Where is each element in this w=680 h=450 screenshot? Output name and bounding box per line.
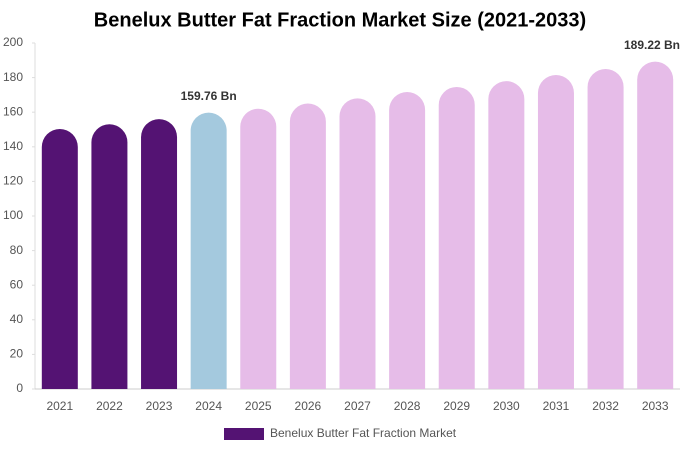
x-tick-label: 2024 [195,399,222,413]
value-label: 159.76 Bn [181,89,237,103]
value-label: 189.22 Bn [624,38,680,52]
y-tick-label: 180 [3,70,23,84]
bar [190,112,227,389]
y-tick-label: 80 [10,243,24,257]
x-tick-label: 2022 [96,399,123,413]
x-tick-label: 2025 [245,399,272,413]
y-tick-label: 20 [10,347,24,361]
x-tick-label: 2027 [344,399,371,413]
bar [41,128,78,389]
x-tick-label: 2021 [46,399,73,413]
bar [339,98,376,390]
bar [91,124,128,390]
bar [289,103,326,390]
legend-swatch [224,428,264,440]
bar [240,108,277,390]
x-tick-label: 2031 [543,399,570,413]
y-tick-label: 140 [3,139,23,153]
x-tick-label: 2033 [642,399,669,413]
bar [438,86,475,389]
y-tick-label: 100 [3,208,23,222]
bar [389,91,426,390]
chart-title: Benelux Butter Fat Fraction Market Size … [94,9,586,31]
y-tick-label: 40 [10,312,24,326]
x-tick-label: 2030 [493,399,520,413]
y-tick-label: 200 [3,35,23,49]
bar [637,61,674,389]
bar [537,75,574,389]
y-tick-label: 120 [3,174,23,188]
y-tick-label: 60 [10,277,24,291]
y-tick-label: 160 [3,104,23,118]
bar [488,81,525,390]
x-tick-label: 2029 [443,399,470,413]
x-tick-label: 2023 [146,399,173,413]
x-tick-label: 2028 [394,399,421,413]
x-tick-label: 2026 [295,399,322,413]
bar [141,119,178,390]
bar [587,68,624,389]
y-tick-label: 0 [16,381,23,395]
legend-label: Benelux Butter Fat Fraction Market [270,426,457,440]
x-tick-label: 2032 [592,399,619,413]
